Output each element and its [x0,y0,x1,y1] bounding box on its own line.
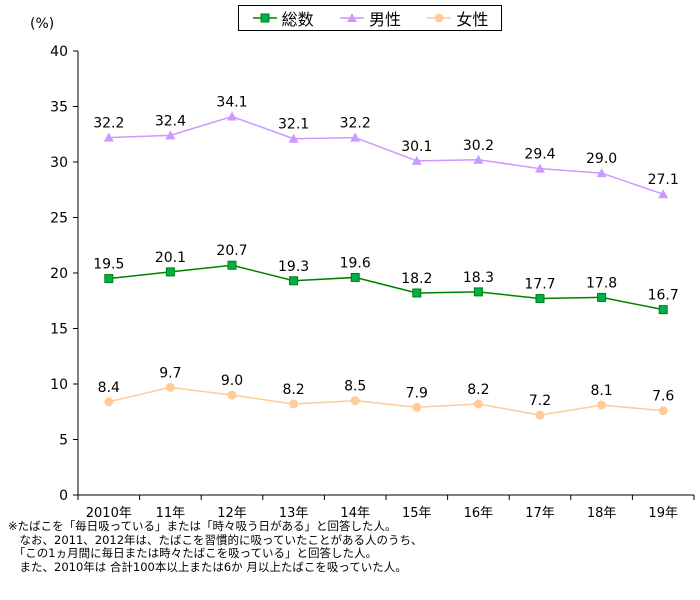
chart-legend: 総数 男性 女性 [238,5,502,31]
data-label: 7.2 [529,393,551,409]
x-tick-label: 18年 [587,506,617,521]
data-label: 8.4 [98,380,120,396]
footnote-line: なお、2011、2012年は、たばこを習慣的に吸っていたことがある人のうち、 [8,532,423,547]
legend-item-total: 総数 [252,6,314,30]
data-point [165,382,175,392]
y-tick-label: 0 [59,488,68,504]
y-tick-label: 25 [50,211,68,227]
y-tick-label: 15 [50,322,68,338]
legend-label-male: 男性 [368,10,401,29]
y-tick-label: 10 [50,377,68,393]
footnote-line: ※たばこを「毎日吸っている」または「時々吸う日がある」と回答した人。 [8,519,397,533]
y-tick-label: 5 [59,433,68,449]
data-label: 8.5 [344,379,366,395]
data-label: 34.1 [216,94,247,110]
data-label: 20.1 [155,250,186,266]
data-label: 27.1 [648,172,679,188]
data-point [227,390,237,400]
y-tick-label: 20 [50,266,68,282]
data-point [165,130,176,140]
data-point [597,400,607,410]
data-point [597,292,607,302]
data-label: 32.2 [340,116,371,132]
x-tick-label: 14年 [340,506,370,521]
data-point [104,274,114,284]
legend-circle-marker-icon [427,13,452,23]
data-label: 32.1 [278,117,309,133]
data-point [596,168,607,178]
data-label: 19.3 [278,259,309,275]
data-label: 9.0 [221,373,243,389]
series-line [108,264,664,311]
data-point [658,305,668,315]
legend-label-female: 女性 [456,10,489,29]
data-label: 18.3 [463,270,494,286]
data-point [535,294,545,304]
data-point [104,397,114,407]
x-tick-label: 2010年 [86,506,132,521]
data-label: 19.5 [93,257,124,273]
data-label: 29.0 [586,151,617,167]
x-tick-label: 19年 [648,506,678,521]
y-tick-label: 40 [50,44,68,60]
data-point [289,276,299,286]
footnote: ※たばこを「毎日吸っている」または「時々吸う日がある」と回答した人。 なお、20… [8,519,698,574]
data-label: 8.2 [467,382,489,398]
series-line [108,386,664,416]
legend-triangle-marker-icon [339,13,364,22]
x-tick-label: 11年 [156,506,186,521]
data-point [535,410,545,420]
legend-item-male: 男性 [339,6,401,30]
data-point [289,399,299,409]
x-tick-label: 17年 [525,506,555,521]
data-label: 16.7 [648,288,679,304]
data-point [535,163,545,173]
data-label: 7.6 [652,389,674,405]
data-label: 30.1 [401,139,432,155]
data-label: 20.7 [216,243,247,259]
data-point [412,402,422,412]
data-point [473,287,483,297]
y-tick-label: 30 [50,155,68,171]
data-point [658,189,669,199]
x-tick-label: 13年 [279,506,309,521]
data-point [473,154,484,164]
data-point [473,399,483,409]
data-label: 9.7 [159,365,181,381]
data-point [411,155,422,165]
data-label: 17.8 [586,275,617,291]
legend-label-total: 総数 [281,10,314,29]
data-label: 32.2 [93,116,124,132]
data-label: 8.2 [282,382,304,398]
data-label: 30.2 [463,138,494,154]
x-tick-label: 16年 [464,506,494,521]
data-point [165,267,175,277]
data-label: 17.7 [524,277,555,293]
data-point [103,132,114,142]
data-point [350,132,361,142]
series-line [108,115,664,195]
legend-square-marker-icon [252,13,277,23]
x-tick-label: 15年 [402,506,432,521]
data-point [227,111,237,121]
data-point [350,272,360,282]
legend-item-female: 女性 [426,6,488,30]
data-label: 19.6 [340,255,371,271]
footnote-line: 「この1ヵ月間に毎日または時々たばこを吸っている」と回答した人。 [8,546,377,560]
data-label: 8.1 [590,383,612,399]
data-point [288,133,299,143]
data-point [350,396,360,406]
data-point [658,406,668,416]
data-point [412,288,422,298]
data-point [227,260,237,270]
data-label: 18.2 [401,271,432,287]
x-tick-label: 12年 [217,506,247,521]
y-unit-label: (%) [30,16,55,32]
data-label: 32.4 [155,113,186,129]
data-label: 29.4 [524,147,555,163]
data-label: 7.9 [406,385,428,401]
footnote-line: また、2010年は 合計100本以上または6か 月以上たばこを吸っていた人。 [8,559,407,574]
y-tick-label: 35 [50,100,68,116]
